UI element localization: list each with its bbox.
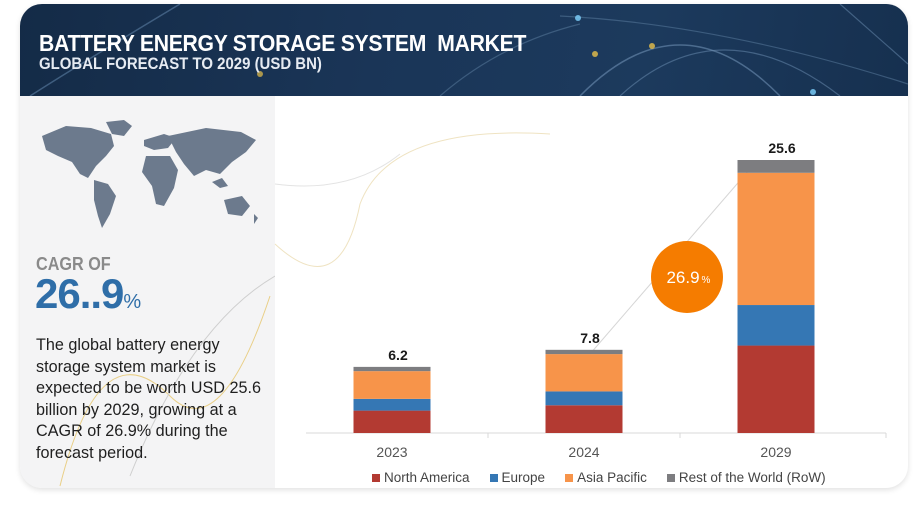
legend-label: North America (384, 470, 470, 485)
legend-item: Asia Pacific (565, 470, 647, 485)
bar-segment-north-america-2029 (737, 345, 815, 433)
bar-segment-north-america-2023 (353, 410, 431, 433)
x-tick-label-2029: 2029 (760, 444, 791, 460)
cagr-label: CAGR OF (36, 254, 111, 274)
chart-legend: North America Europe Asia Pacific Rest of t… (372, 470, 826, 485)
cagr-badge-unit: % (702, 275, 711, 286)
bar-segment-europe-2024 (545, 391, 623, 406)
summary-panel: CAGR OF 26..9% The global battery energy… (20, 96, 275, 488)
page-title: BATTERY ENERGY STORAGE SYSTEM MARKET (39, 30, 527, 56)
legend-swatch-icon (666, 473, 675, 482)
bar-segment-north-america-2024 (545, 405, 623, 433)
legend-swatch-icon (565, 473, 574, 482)
legend-item: Europe (489, 470, 546, 485)
bar-segment-rest-of-the-world-row-2029 (737, 160, 815, 173)
world-map-icon (42, 120, 258, 228)
bar-segment-asia-pacific-2024 (545, 354, 623, 392)
page-subtitle: GLOBAL FORECAST TO 2029 (USD BN) (39, 54, 322, 73)
x-tick-label-2024: 2024 (568, 444, 599, 460)
summary-description: The global battery energy storage system… (36, 336, 261, 462)
cagr-badge-circle (651, 241, 723, 313)
bar-segment-asia-pacific-2029 (737, 172, 815, 306)
cagr-badge: 26.9 % (651, 241, 723, 313)
legend-item: Rest of the World (RoW) (666, 470, 826, 485)
bar-segment-rest-of-the-world-row-2024 (545, 349, 623, 355)
legend-label: Rest of the World (RoW) (678, 470, 826, 485)
header-banner: BATTERY ENERGY STORAGE SYSTEM MARKET GLO… (20, 4, 908, 96)
cagr-badge-value: 26.9 (666, 268, 699, 287)
banner-light-trails (29, 4, 908, 96)
legend-label: Europe (501, 470, 546, 485)
legend-swatch-icon (489, 473, 498, 482)
cagr-number: 26..9 (35, 270, 124, 317)
legend-swatch-icon (372, 473, 380, 482)
bar-segment-europe-2023 (353, 398, 431, 411)
bar-segment-europe-2029 (737, 305, 815, 346)
bar-segment-asia-pacific-2023 (353, 371, 431, 399)
stacked-bar-chart: 6.2 7.8 25.6 2023 2024 2029 26.9 % (274, 132, 887, 460)
x-tick-label-2023: 2023 (376, 444, 407, 460)
total-label-2029: 25.6 (768, 140, 795, 156)
bar-segment-rest-of-the-world-row-2023 (353, 366, 431, 372)
decorative-curves (59, 275, 275, 487)
cagr-value: 26..9% (35, 270, 141, 318)
total-label-2023: 6.2 (388, 347, 408, 363)
cagr-unit: % (123, 291, 141, 313)
legend-item: North America (372, 470, 470, 485)
legend-label: Asia Pacific (577, 470, 647, 485)
total-label-2024: 7.8 (580, 330, 600, 346)
infographic-card: BATTERY ENERGY STORAGE SYSTEM MARKET GLO… (20, 4, 908, 488)
chart-decorative-curves (274, 132, 551, 267)
